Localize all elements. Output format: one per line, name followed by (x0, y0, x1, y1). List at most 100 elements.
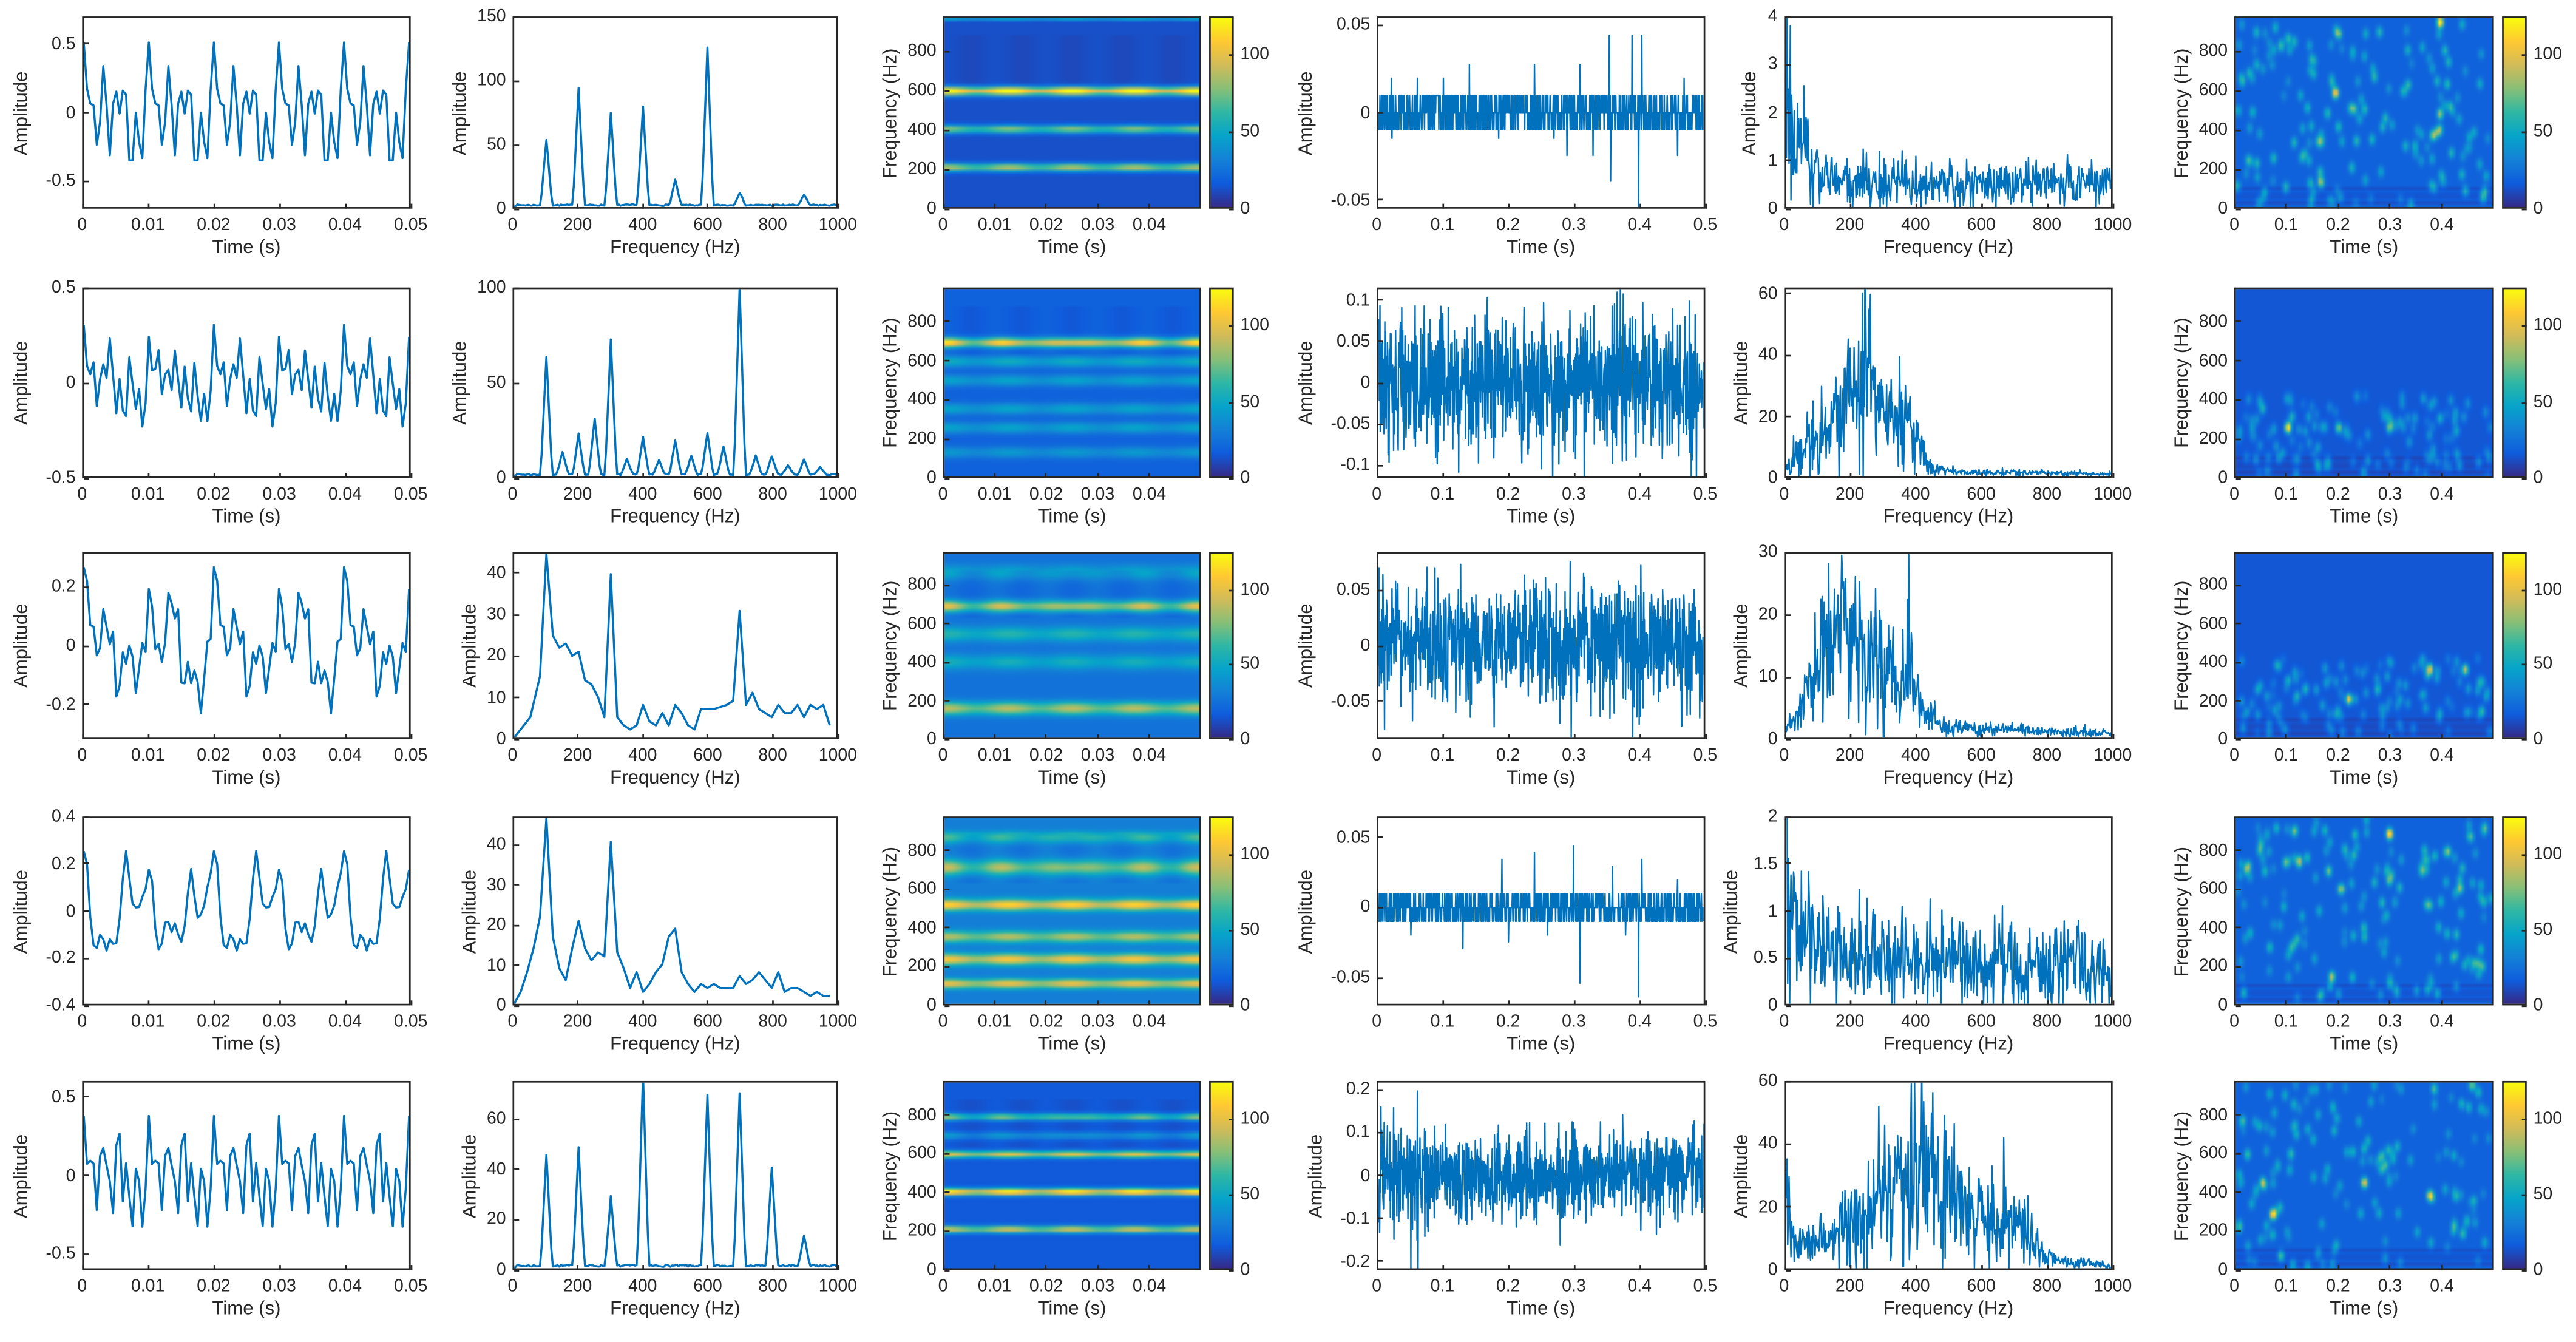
x-tick-label: 1000 (818, 1276, 857, 1296)
x-tick-label: 0.04 (1132, 215, 1167, 236)
x-tick-label: 0.03 (262, 745, 296, 766)
x-tick-label: 0.01 (977, 1012, 1012, 1032)
x-tick-mark (772, 733, 774, 739)
y-axis-label: Frequency (Hz) (2172, 1110, 2193, 1241)
x-tick-mark (1045, 203, 1047, 208)
x-tick-mark (837, 733, 839, 739)
colorbar (2502, 287, 2527, 478)
colorbar-tick-label: 0 (2533, 468, 2543, 488)
y-tick-label: 0 (1768, 1259, 1778, 1280)
y-tick-label: 400 (2198, 390, 2228, 410)
x-tick-mark (2285, 203, 2287, 208)
x-tick-label: 0 (1372, 1012, 1382, 1032)
y-tick-label: 40 (486, 563, 506, 583)
colorbar-tick-label: 50 (2533, 121, 2553, 142)
x-tick-label: 400 (1901, 745, 1930, 766)
y-tick-mark (943, 585, 949, 586)
y-tick-label: 0 (66, 635, 76, 656)
y-tick-mark (2235, 399, 2240, 401)
x-tick-label: 0.01 (977, 215, 1012, 236)
x-tick-label: 0.2 (1496, 1012, 1520, 1032)
line-plot-svg (84, 850, 409, 952)
x-tick-label: 400 (628, 745, 657, 766)
y-tick-mark (2235, 1230, 2240, 1232)
x-tick-mark (81, 1264, 83, 1269)
x-tick-mark (1704, 1264, 1706, 1269)
y-tick-label: 0.5 (51, 1086, 76, 1107)
x-tick-mark (1914, 733, 1916, 739)
y-tick-mark (943, 738, 949, 740)
line-plot-area (1784, 552, 2113, 739)
colorbar-tick-label: 100 (2533, 844, 2563, 864)
y-tick-mark (943, 399, 949, 401)
x-tick-mark (81, 472, 83, 478)
line-plot-svg (1378, 34, 1704, 208)
x-tick-label: 600 (1967, 1012, 1996, 1032)
colorbar-tick-mark (1229, 854, 1234, 856)
x-tick-mark (994, 733, 995, 739)
x-tick-mark (2233, 203, 2235, 208)
x-tick-mark (2337, 733, 2339, 739)
line-plot-area (1377, 16, 1706, 209)
y-tick-mark (513, 208, 518, 209)
x-tick-mark (1849, 1264, 1851, 1269)
x-tick-mark (212, 203, 214, 208)
x-tick-mark (81, 733, 83, 739)
x-tick-label: 0 (2229, 484, 2239, 504)
y-tick-mark (1785, 160, 1790, 161)
colorbar-tick-mark (1229, 739, 1234, 741)
data-series-line (1786, 289, 2111, 476)
y-tick-label: 0 (2218, 1259, 2228, 1280)
x-tick-mark (410, 999, 412, 1005)
x-tick-label: 0 (2229, 745, 2239, 766)
x-tick-label: 0 (507, 1012, 518, 1032)
y-tick-label: 0 (2218, 729, 2228, 750)
x-tick-label: 0.03 (1080, 484, 1115, 504)
y-tick-mark (2235, 1114, 2240, 1116)
colorbar-tick-mark (1229, 208, 1234, 210)
y-tick-label: 0 (2218, 198, 2228, 219)
x-tick-mark (1704, 472, 1706, 478)
x-tick-label: 200 (563, 1276, 592, 1296)
data-series-line (514, 554, 831, 738)
colorbar-tick-label: 50 (2533, 1184, 2553, 1204)
line-plot-area (82, 287, 411, 478)
x-tick-label: 0.04 (328, 484, 362, 504)
x-tick-mark (994, 203, 995, 208)
colorbar-tick-label: 0 (1240, 198, 1250, 219)
x-tick-label: 200 (1835, 745, 1865, 766)
spectrogram-plot-area (943, 1080, 1201, 1270)
x-axis-label: Time (s) (2330, 1299, 2399, 1320)
colorbar-tick-label: 50 (1240, 654, 1260, 674)
x-tick-label: 0.1 (2274, 1276, 2299, 1296)
x-tick-label: 0 (77, 1012, 87, 1032)
y-tick-mark (513, 655, 518, 657)
x-tick-label: 0.4 (2430, 745, 2454, 766)
x-tick-label: 0.03 (262, 1012, 296, 1032)
x-tick-label: 0.1 (1430, 1276, 1455, 1296)
y-tick-mark (1785, 112, 1790, 114)
y-tick-label: 0 (926, 995, 937, 1015)
x-tick-mark (512, 1264, 514, 1269)
colorbar-tick-mark (1229, 402, 1234, 404)
x-tick-mark (707, 999, 709, 1005)
x-tick-label: 0.1 (1430, 745, 1455, 766)
colorbar-tick-mark (1229, 1005, 1234, 1007)
spectrogram-heatmap (2235, 289, 2492, 476)
x-tick-label: 800 (2032, 215, 2062, 236)
y-tick-label: 200 (907, 691, 937, 711)
colorbar-tick-mark (2521, 664, 2527, 666)
line-plot-svg (1786, 818, 2111, 1004)
x-tick-mark (279, 203, 280, 208)
x-tick-mark (1981, 472, 1982, 478)
x-tick-mark (1783, 472, 1785, 478)
y-tick-mark (943, 129, 949, 130)
y-axis-label: Amplitude (1723, 869, 1743, 954)
y-tick-label: -0.2 (1340, 1251, 1371, 1272)
spectrogram-heatmap (2235, 1082, 2492, 1269)
x-tick-mark (642, 472, 643, 478)
y-tick-label: 100 (477, 70, 506, 90)
data-series-line (1378, 289, 1704, 476)
x-axis-label: Frequency (Hz) (610, 507, 741, 527)
x-axis-label: Time (s) (212, 238, 281, 258)
